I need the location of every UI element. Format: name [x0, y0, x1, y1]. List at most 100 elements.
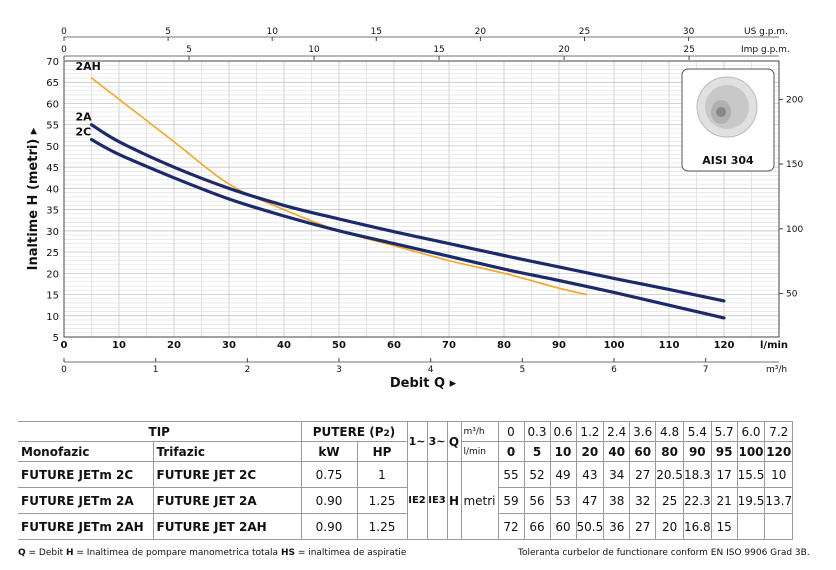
x-tick-label: 110: [659, 340, 680, 351]
row-hp: 1: [356, 461, 408, 488]
h-cell: 43: [575, 461, 605, 488]
h-cell: [736, 513, 766, 540]
h-label: H: [446, 461, 462, 540]
lmin-5: 60: [629, 441, 657, 462]
top-unit-imp: Imp g.p.m.: [741, 45, 790, 55]
h-cell: 16.8: [682, 513, 712, 540]
putere-header: PUTERE (P2): [300, 421, 408, 442]
h-cell: 59: [497, 487, 525, 514]
kw-header: kW: [300, 441, 358, 462]
impeller-inset: AISI 304: [681, 68, 775, 172]
m3h-tick-label: 5: [519, 365, 525, 375]
monofazic-header: Monofazic: [18, 441, 154, 462]
m3h-tick-label: 6: [611, 365, 617, 375]
m3h-tick-label: 3: [336, 365, 342, 375]
imp-gpm-tick-label: 10: [308, 45, 320, 55]
h-cell: 56: [523, 487, 551, 514]
us-gpm-tick-label: 30: [683, 27, 695, 37]
row-kw: 0.90: [300, 487, 358, 514]
h-cell: 18.3: [682, 461, 712, 488]
h-cell: 34: [603, 461, 631, 488]
y-tick-label: 65: [46, 78, 59, 89]
trifazic-header: Trifazic: [152, 441, 302, 462]
lmin-6: 80: [655, 441, 684, 462]
y-tick-label: 40: [46, 184, 59, 195]
h-cell: 52: [523, 461, 551, 488]
m3h-4: 2.4: [603, 421, 631, 442]
lmin-2: 10: [549, 441, 577, 462]
imp-gpm-tick-label: 0: [61, 45, 67, 55]
phase3-header: 3~: [426, 421, 448, 462]
h-cell: 60: [549, 513, 577, 540]
row-mono: FUTURE JETm 2AH: [18, 513, 154, 540]
row-tri: FUTURE JET 2AH: [152, 513, 302, 540]
chart-grid: [63, 60, 780, 338]
us-gpm-tick-label: 15: [371, 27, 382, 37]
y-tick-label: 30: [46, 227, 59, 238]
plot-frame: [63, 60, 780, 338]
y-tick-label: 45: [46, 163, 59, 174]
h-cell: 25: [655, 487, 684, 514]
y-tick-label: 70: [46, 57, 59, 68]
h-cell: 20.5: [655, 461, 684, 488]
h-cell: 32: [629, 487, 657, 514]
chart-series: 2AH 2A 2C: [76, 60, 726, 320]
m3h-2: 0.6: [549, 421, 577, 442]
x-tick-label: 90: [552, 340, 566, 351]
h-cell: [764, 513, 794, 540]
m3h-tick-label: 2: [244, 365, 250, 375]
x-tick-label: 120: [714, 340, 735, 351]
h-cell: 17: [710, 461, 738, 488]
top-unit-us: US g.p.m.: [744, 27, 788, 37]
m3h-10: 7.2: [764, 421, 794, 442]
y-tick-label: 35: [46, 206, 59, 217]
us-gpm-tick-label: 20: [475, 27, 487, 37]
m3h-3: 1.2: [575, 421, 605, 442]
x-tick-label: 0: [61, 340, 68, 351]
m3h-6: 4.8: [655, 421, 684, 442]
metri-label: metri: [460, 461, 499, 540]
table-row: FUTURE JETm 2AH FUTURE JET 2AH 0.90 1.25…: [18, 513, 794, 540]
right-tick-label: 100: [786, 225, 803, 235]
imp-gpm-tick-label: 25: [683, 45, 694, 55]
right-tick-label: 50: [786, 290, 798, 300]
y-tick-label: 10: [46, 312, 59, 323]
table-row: FUTURE JETm 2A FUTURE JET 2A 0.90 1.25 5…: [18, 487, 794, 514]
y-tick-label: 20: [46, 269, 59, 280]
y-tick-label: 15: [46, 291, 59, 302]
ie3-cell: IE3: [426, 461, 448, 540]
x-unit-lmin: l/min: [760, 340, 788, 351]
ie2-cell: IE2: [406, 461, 428, 540]
footer-tolerance: Toleranta curbelor de functionare confor…: [518, 548, 810, 558]
row-hp: 1.25: [356, 487, 408, 514]
curve-label-2ah: 2AH: [76, 60, 101, 73]
lmin-3: 20: [575, 441, 605, 462]
h-cell: 10: [764, 461, 794, 488]
lmin-8: 95: [710, 441, 738, 462]
lmin-9: 100: [736, 441, 766, 462]
x-tick-label: 60: [387, 340, 401, 351]
y-tick-label: 25: [46, 248, 59, 259]
row-kw: 0.75: [300, 461, 358, 488]
x-tick-label: 50: [332, 340, 346, 351]
m3h-5: 3.6: [629, 421, 657, 442]
right-tick-label: 200: [786, 95, 803, 105]
us-gpm-tick-label: 5: [165, 27, 171, 37]
curve-2a: [89, 123, 726, 303]
m3h-tick-label: 4: [428, 365, 434, 375]
row-hp: 1.25: [356, 513, 408, 540]
lmin-10: 120: [764, 441, 794, 462]
row-mono: FUTURE JETm 2A: [18, 487, 154, 514]
phase1-header: 1~: [406, 421, 428, 462]
spec-table: TIP PUTERE (P2) 1~ 3~ Q m³/h 0 0.3 0.6 1…: [18, 421, 794, 540]
row-tri: FUTURE JET 2C: [152, 461, 302, 488]
row-tri: FUTURE JET 2A: [152, 487, 302, 514]
h-cell: 19.5: [736, 487, 766, 514]
h-cell: 20: [655, 513, 684, 540]
x-tick-label: 20: [167, 340, 181, 351]
us-gpm-tick-label: 0: [61, 27, 67, 37]
h-cell: 38: [603, 487, 631, 514]
hp-header: HP: [356, 441, 408, 462]
imp-gpm-tick-label: 20: [558, 45, 570, 55]
